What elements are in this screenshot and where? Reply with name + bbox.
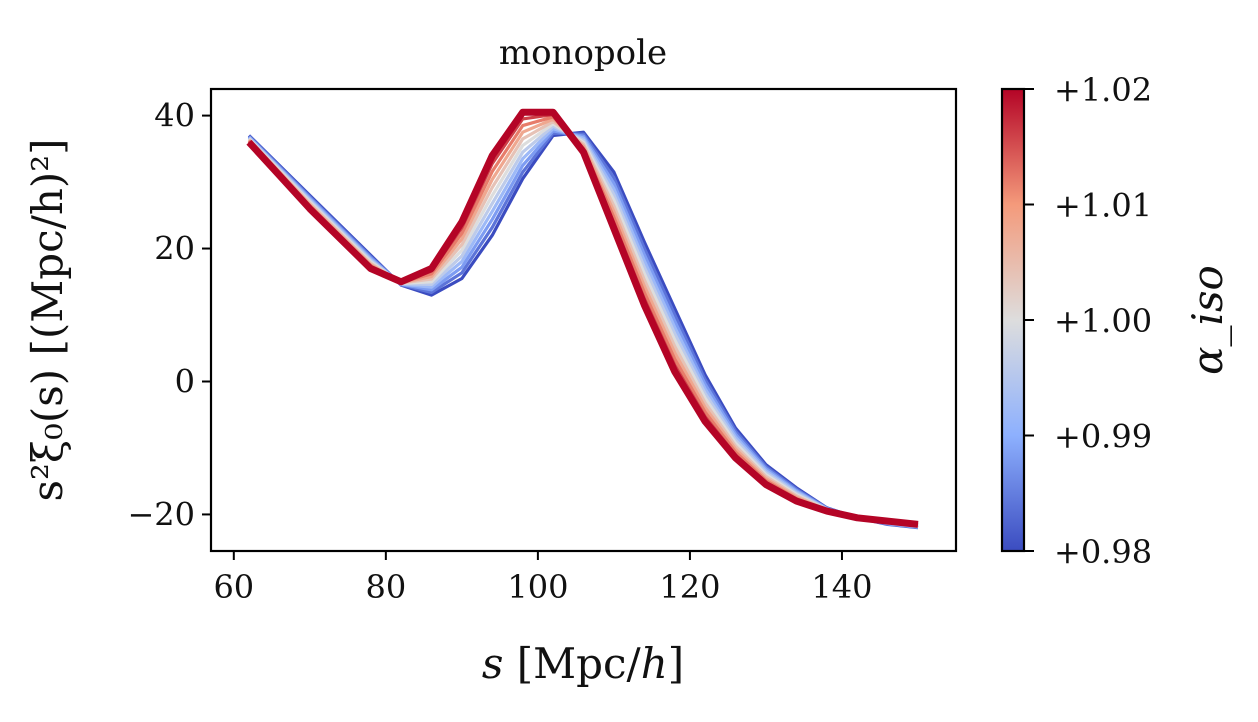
y-tick-label: 40 <box>154 97 195 135</box>
x-axis-label-units: [Mpc/ <box>503 639 641 688</box>
colorbar-tick-label: +1.00 <box>1054 302 1152 340</box>
colorbar-tick-label: +1.02 <box>1054 71 1152 109</box>
series-line-3 <box>247 127 919 529</box>
series-line-4 <box>247 124 919 528</box>
colorbar-tick-label: +0.99 <box>1054 418 1152 456</box>
y-tick-label: −20 <box>127 495 195 533</box>
series-line-10 <box>246 108 919 528</box>
x-axis-label-close: ] <box>668 639 684 688</box>
x-axis-ticks: 60 80 100 120 140 <box>213 551 873 606</box>
colorbar: +0.98 +0.99 +1.00 +1.01 +1.02 α_iso <box>1000 71 1232 571</box>
y-tick-label: 20 <box>154 230 195 268</box>
series-line-5 <box>247 122 919 528</box>
series-group <box>246 108 919 530</box>
x-tick-label: 60 <box>213 568 254 606</box>
series-line-7 <box>247 117 919 527</box>
y-tick-label: 0 <box>175 362 195 400</box>
series-line-0 <box>247 130 919 530</box>
x-axis-label-var2: h <box>641 639 668 688</box>
series-line-2 <box>247 129 919 529</box>
colorbar-tick-label: +1.01 <box>1054 187 1152 225</box>
plot-frame <box>209 87 958 553</box>
plot-area: 60 80 100 120 140 −20 0 20 40 <box>127 87 958 606</box>
colorbar-gradient <box>1002 89 1024 551</box>
y-axis-ticks: −20 0 20 40 <box>127 97 211 533</box>
colorbar-tick-label: +0.98 <box>1054 533 1152 571</box>
x-tick-label: 140 <box>811 568 872 606</box>
series-line-8 <box>247 115 919 527</box>
series-line-6 <box>247 119 919 528</box>
x-tick-label: 120 <box>659 568 720 606</box>
colorbar-label: α_iso <box>1183 265 1232 375</box>
x-tick-label: 80 <box>365 568 406 606</box>
y-axis-label: s²ξ₀(s) [(Mpc/h)²] <box>23 138 72 501</box>
x-axis-label-var: s <box>482 639 504 688</box>
x-axis-label: s [Mpc/h] <box>482 639 684 688</box>
chart-title: monopole <box>499 33 667 73</box>
x-tick-label: 100 <box>507 568 568 606</box>
series-line-9 <box>247 112 919 527</box>
series-line-1 <box>247 131 919 529</box>
colorbar-ticks: +0.98 +0.99 +1.00 +1.01 +1.02 <box>1024 71 1152 571</box>
